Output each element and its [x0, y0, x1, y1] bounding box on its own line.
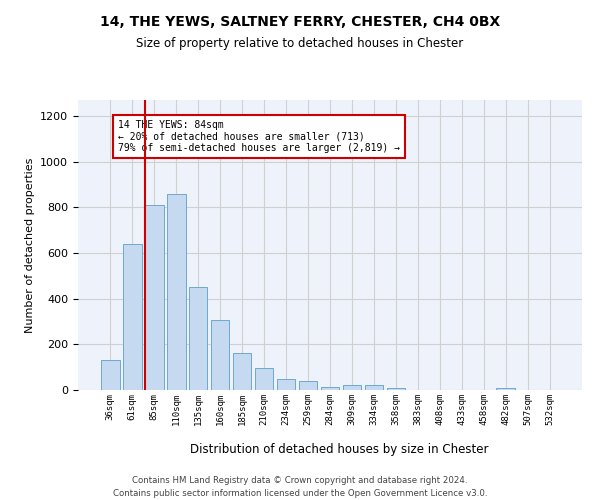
Bar	[496, 388, 515, 390]
Text: Distribution of detached houses by size in Chester: Distribution of detached houses by size …	[190, 442, 488, 456]
Bar	[365, 386, 383, 390]
Text: Size of property relative to detached houses in Chester: Size of property relative to detached ho…	[136, 38, 464, 51]
Bar	[233, 354, 251, 390]
Bar	[211, 320, 229, 390]
Bar	[255, 368, 274, 390]
Bar	[123, 244, 142, 390]
Bar	[189, 287, 208, 390]
Bar	[299, 381, 317, 390]
Bar	[277, 378, 295, 390]
Text: Contains HM Land Registry data © Crown copyright and database right 2024.
Contai: Contains HM Land Registry data © Crown c…	[113, 476, 487, 498]
Text: 14, THE YEWS, SALTNEY FERRY, CHESTER, CH4 0BX: 14, THE YEWS, SALTNEY FERRY, CHESTER, CH…	[100, 15, 500, 29]
Bar	[320, 386, 340, 390]
Bar	[101, 360, 119, 390]
Bar	[145, 205, 164, 390]
Text: 14 THE YEWS: 84sqm
← 20% of detached houses are smaller (713)
79% of semi-detach: 14 THE YEWS: 84sqm ← 20% of detached hou…	[118, 120, 400, 153]
Y-axis label: Number of detached properties: Number of detached properties	[25, 158, 35, 332]
Bar	[386, 388, 405, 390]
Bar	[343, 386, 361, 390]
Bar	[167, 194, 185, 390]
